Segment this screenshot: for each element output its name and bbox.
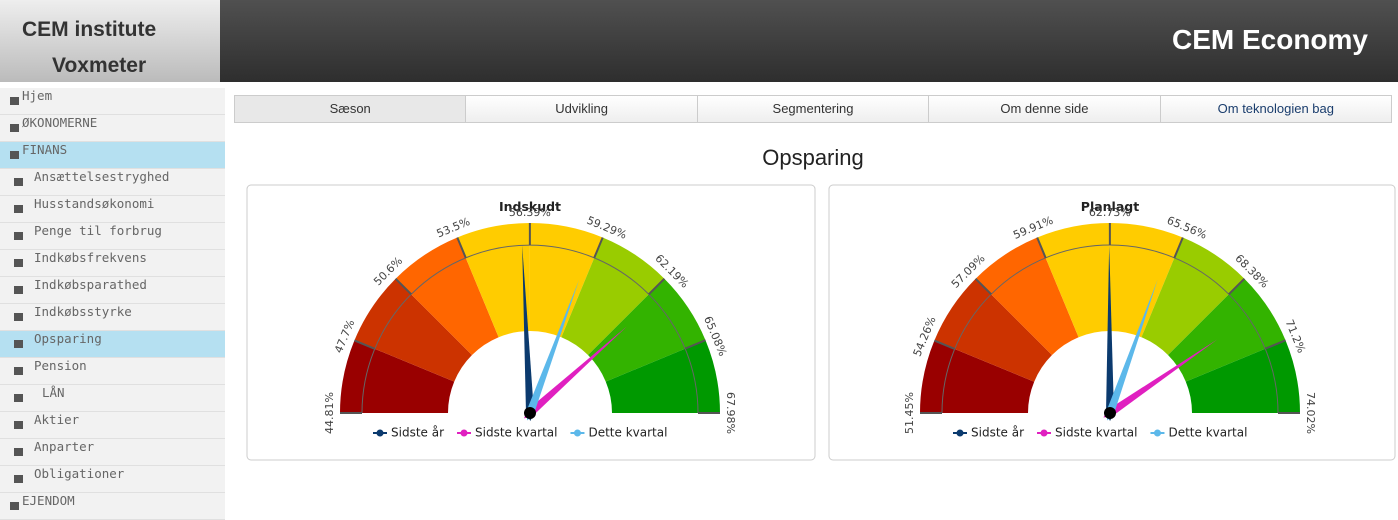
legend-label: Sidste år: [971, 426, 1024, 440]
pivot: [524, 407, 536, 419]
pivot: [1104, 407, 1116, 419]
legend-marker: [574, 430, 581, 437]
tick-label: 74.02%: [1304, 392, 1317, 434]
legend-marker: [1154, 430, 1161, 437]
tick-label: 62.73%: [1089, 206, 1131, 219]
legend-label: Sidste kvartal: [1055, 426, 1137, 440]
legend-marker: [957, 430, 964, 437]
tick-label: 51.45%: [903, 392, 916, 434]
legend-marker: [1041, 430, 1048, 437]
tick-label: 44.81%: [323, 392, 336, 434]
legend-marker: [377, 430, 384, 437]
legend-label: Sidste kvartal: [475, 426, 557, 440]
legend-marker: [461, 430, 468, 437]
legend-label: Dette kvartal: [1168, 426, 1247, 440]
legend-label: Sidste år: [391, 426, 444, 440]
legend-label: Dette kvartal: [588, 426, 667, 440]
tick-label: 56.39%: [509, 206, 551, 219]
tick-label: 67.98%: [724, 392, 737, 434]
